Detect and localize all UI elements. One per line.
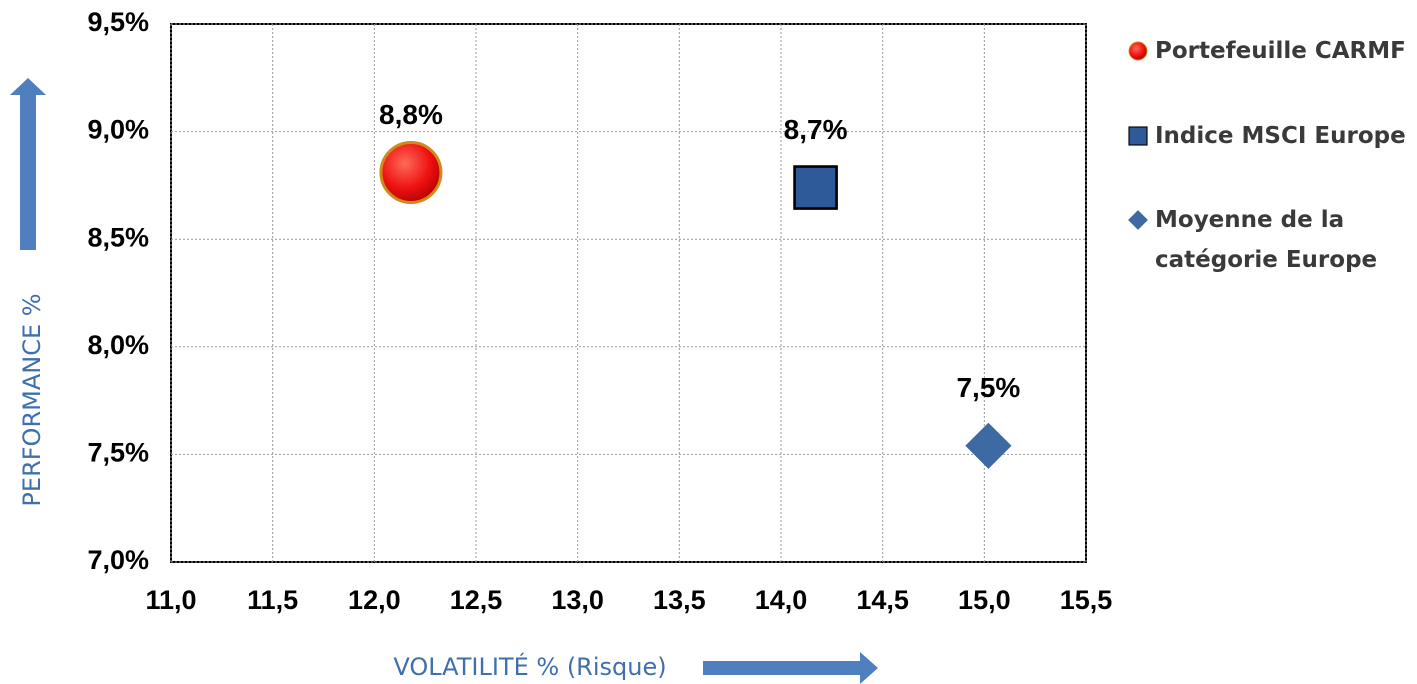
x-tick-label: 12,0 <box>348 585 401 615</box>
legend-marker <box>1128 126 1148 146</box>
y-tick-label: 8,5% <box>87 222 149 252</box>
y-tick-label: 7,5% <box>87 438 149 468</box>
y-arrow <box>10 78 46 250</box>
x-tick-label: 15,0 <box>958 585 1011 615</box>
y-axis-title: PERFORMANCE % <box>18 293 46 506</box>
point <box>965 422 1012 469</box>
x-tick-label: 13,5 <box>653 585 706 615</box>
legend-label: Moyenne de la catégorie Europe <box>1155 207 1378 273</box>
x-tick-label: 12,5 <box>450 585 503 615</box>
legend-label: Indice MSCI Europe <box>1155 123 1406 149</box>
legend-label: Portefeuille CARMF <box>1155 38 1406 64</box>
data-label: 7,5% <box>956 372 1020 403</box>
data-label: 8,8% <box>379 99 443 130</box>
plot-frame <box>170 23 1087 563</box>
legend-marker <box>1128 210 1148 230</box>
x-tick-label: 14,5 <box>856 585 909 615</box>
y-tick-label: 8,0% <box>87 330 149 360</box>
x-axis-title: VOLATILITÉ % (Risque) <box>393 652 666 681</box>
x-arrow <box>703 652 878 684</box>
x-tick-label: 11,5 <box>247 585 298 615</box>
x-tick-label: 14,0 <box>755 585 808 615</box>
y-tick-label: 7,0% <box>87 545 149 575</box>
y-tick-label: 9,5% <box>87 7 149 37</box>
x-tick-label: 13,0 <box>551 585 604 615</box>
point <box>379 140 443 204</box>
y-tick-label: 9,0% <box>87 115 149 145</box>
x-tick-label: 11,0 <box>145 585 196 615</box>
point <box>793 165 838 210</box>
data-label: 8,7% <box>784 114 848 145</box>
legend-marker <box>1128 41 1148 61</box>
x-tick-label: 15,5 <box>1060 585 1113 615</box>
